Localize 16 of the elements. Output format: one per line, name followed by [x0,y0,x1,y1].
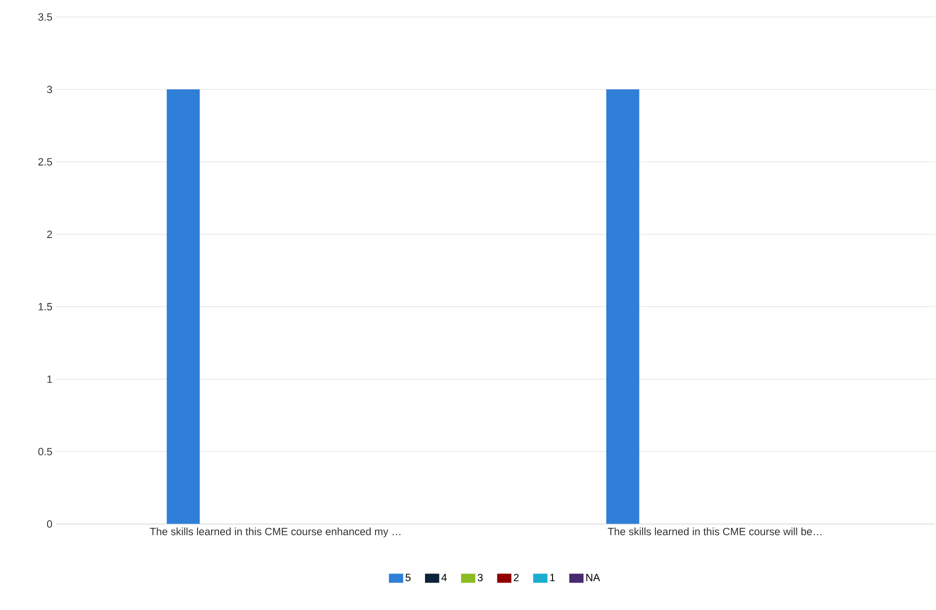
x-tick-label: The skills learned in this CME course enhanced my … [150,528,400,538]
y-tick-label: 0 [47,520,52,528]
y-tick-label: 1.5 [38,303,52,310]
legend-label: 1 [550,574,555,582]
y-tick-label: 0.5 [38,448,52,456]
legend-label: 2 [514,574,519,582]
y-tick-label: 2 [47,230,52,238]
legend-label: 5 [406,574,411,582]
legend-label: NA [586,574,600,582]
legend-label: 3 [478,574,483,582]
y-tick-label: 3.5 [38,13,52,21]
x-tick-label: The skills learned in this CME course will be… [608,528,822,536]
y-tick-label: 1 [47,376,52,383]
y-tick-label: 2.5 [38,158,52,166]
y-tick-label: 3 [47,86,52,94]
legend-label: 4 [441,574,447,582]
